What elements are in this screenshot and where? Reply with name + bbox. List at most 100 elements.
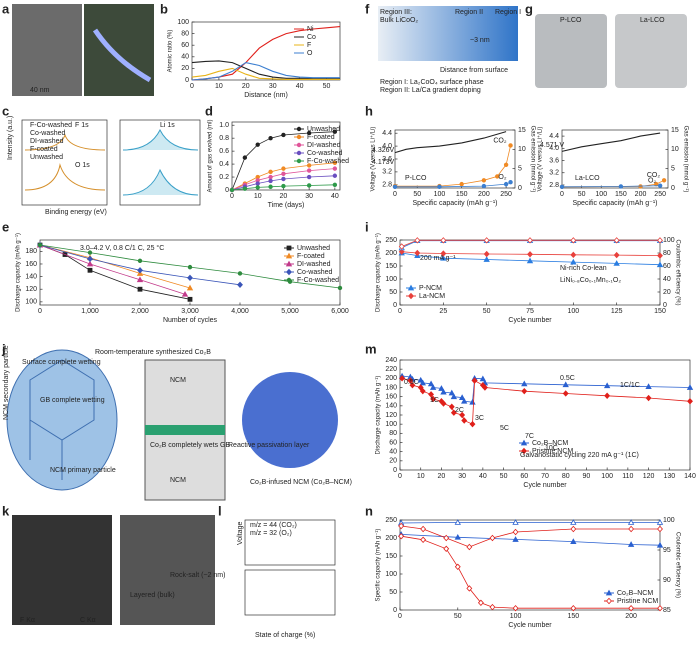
marker (454, 519, 461, 525)
x-tick-label: 50 (413, 191, 421, 198)
series-label: O₂ (648, 178, 656, 185)
marker (438, 385, 445, 391)
marker (429, 384, 437, 390)
y-tick-label: 60 (389, 439, 397, 446)
image-text: Bulk LiCoO₂ (380, 17, 418, 24)
image-text: F Kα (20, 617, 35, 624)
y-tick-label: 4.0 (382, 143, 392, 150)
y-axis-label: Voltage (V versus Li⁺/Li) (370, 127, 377, 192)
marker (414, 249, 421, 257)
y-tick-label: 150 (385, 553, 397, 560)
marker (398, 522, 405, 530)
marker (503, 181, 509, 187)
marker (332, 173, 338, 178)
y-tick-label: 100 (25, 299, 37, 306)
x-tick-label: 100 (434, 191, 446, 198)
x-tick-label: 10 (215, 83, 223, 90)
marker (508, 143, 513, 148)
image-text: O 1s (75, 162, 90, 169)
marker (268, 174, 273, 180)
image-text: Region III: (380, 9, 412, 16)
x-axis-label: Distance (nm) (244, 92, 288, 99)
y-tick-label: 0 (393, 467, 397, 474)
legend-label: DI-washed (307, 142, 341, 149)
annotation: 5C (500, 425, 509, 432)
annotation: P-LCO (405, 175, 427, 182)
marker (628, 605, 635, 612)
marker (483, 250, 490, 258)
gradient-diagram (378, 6, 518, 61)
marker (606, 597, 612, 605)
series-line (401, 534, 661, 546)
legend-label: Unwashed (307, 126, 340, 133)
series-line (39, 244, 186, 295)
x-tick-label: 20 (280, 193, 288, 200)
marker (454, 563, 461, 570)
series-line (401, 251, 661, 256)
marker (237, 281, 243, 288)
y-tick-label: 3.2 (549, 170, 559, 177)
x-axis-label: Specific capacity (mAh g⁻¹) (573, 200, 658, 207)
marker (657, 183, 663, 188)
legend-label: P-NCM (419, 285, 442, 292)
x-tick-label: 0 (393, 191, 397, 198)
marker (521, 380, 528, 387)
marker (570, 605, 577, 612)
marker (481, 183, 487, 189)
annotation: 0.5C (560, 375, 575, 382)
chart: 0 50 100 150 200 250 2.8 3.2 3.6 4.0 4.4 0 5 10 15 Spec… (537, 126, 689, 207)
y-tick-label: 100 (177, 19, 189, 26)
marker (481, 178, 487, 183)
panel-label: a (2, 1, 10, 16)
marker (296, 126, 302, 132)
image-text: Co₂B-infused NCM (Co₂B–NCM) (250, 479, 352, 486)
image-text: NCM primary particle (50, 467, 116, 474)
micrograph (12, 4, 82, 96)
marker (430, 395, 437, 403)
chart: 0 50 100 150 200 0 50 100 150 200 250 85 90 95 100 Cycl… (376, 517, 681, 629)
image-text: NCM (170, 377, 186, 384)
x-tick-label: 0 (398, 613, 402, 620)
marker (450, 393, 458, 400)
micrograph (120, 515, 215, 625)
marker (521, 387, 528, 395)
panel-label: c (2, 103, 9, 118)
marker (440, 388, 447, 395)
marker (306, 183, 312, 188)
marker (477, 599, 484, 606)
marker (570, 237, 577, 244)
y2-tick-label: 5 (518, 166, 522, 173)
x-tick-label: 100 (567, 308, 579, 315)
marker (87, 250, 93, 255)
annotation: LiNi₀.₈Co₀.₁Mn₀.₁O₂ (560, 277, 621, 284)
marker (570, 538, 577, 544)
marker (332, 182, 338, 188)
x-tick-label: 0 (190, 83, 194, 90)
y2-axis-label: Coulombic efficiency (%) (674, 532, 680, 598)
secondary-particle (6, 349, 118, 491)
marker (398, 243, 405, 250)
y-tick-label: 4.0 (549, 145, 559, 152)
marker (296, 142, 302, 148)
marker (605, 589, 613, 596)
x-tick-label: 4,000 (231, 308, 249, 315)
legend-label: Co-washed (297, 269, 333, 276)
marker (420, 536, 427, 543)
image-text: NCM (170, 477, 186, 484)
panel-label: e (2, 219, 9, 234)
image-text: Co₂B completely wets GB (150, 442, 230, 449)
marker (186, 284, 194, 291)
marker (268, 184, 273, 189)
spectrum-frame (21, 119, 108, 206)
x-tick-label: 0 (398, 473, 402, 480)
marker (137, 258, 143, 264)
plot-frame (399, 519, 661, 611)
annotation: Galvanostatic cycling 220 mA g⁻¹ (1C) (520, 452, 639, 459)
marker (448, 389, 455, 396)
panel-label: g (525, 1, 533, 16)
legend-label: La-NCM (419, 293, 445, 300)
marker (87, 255, 93, 263)
annotation: 3C (475, 415, 484, 422)
image-text: Reactive passivation layer (228, 442, 310, 449)
